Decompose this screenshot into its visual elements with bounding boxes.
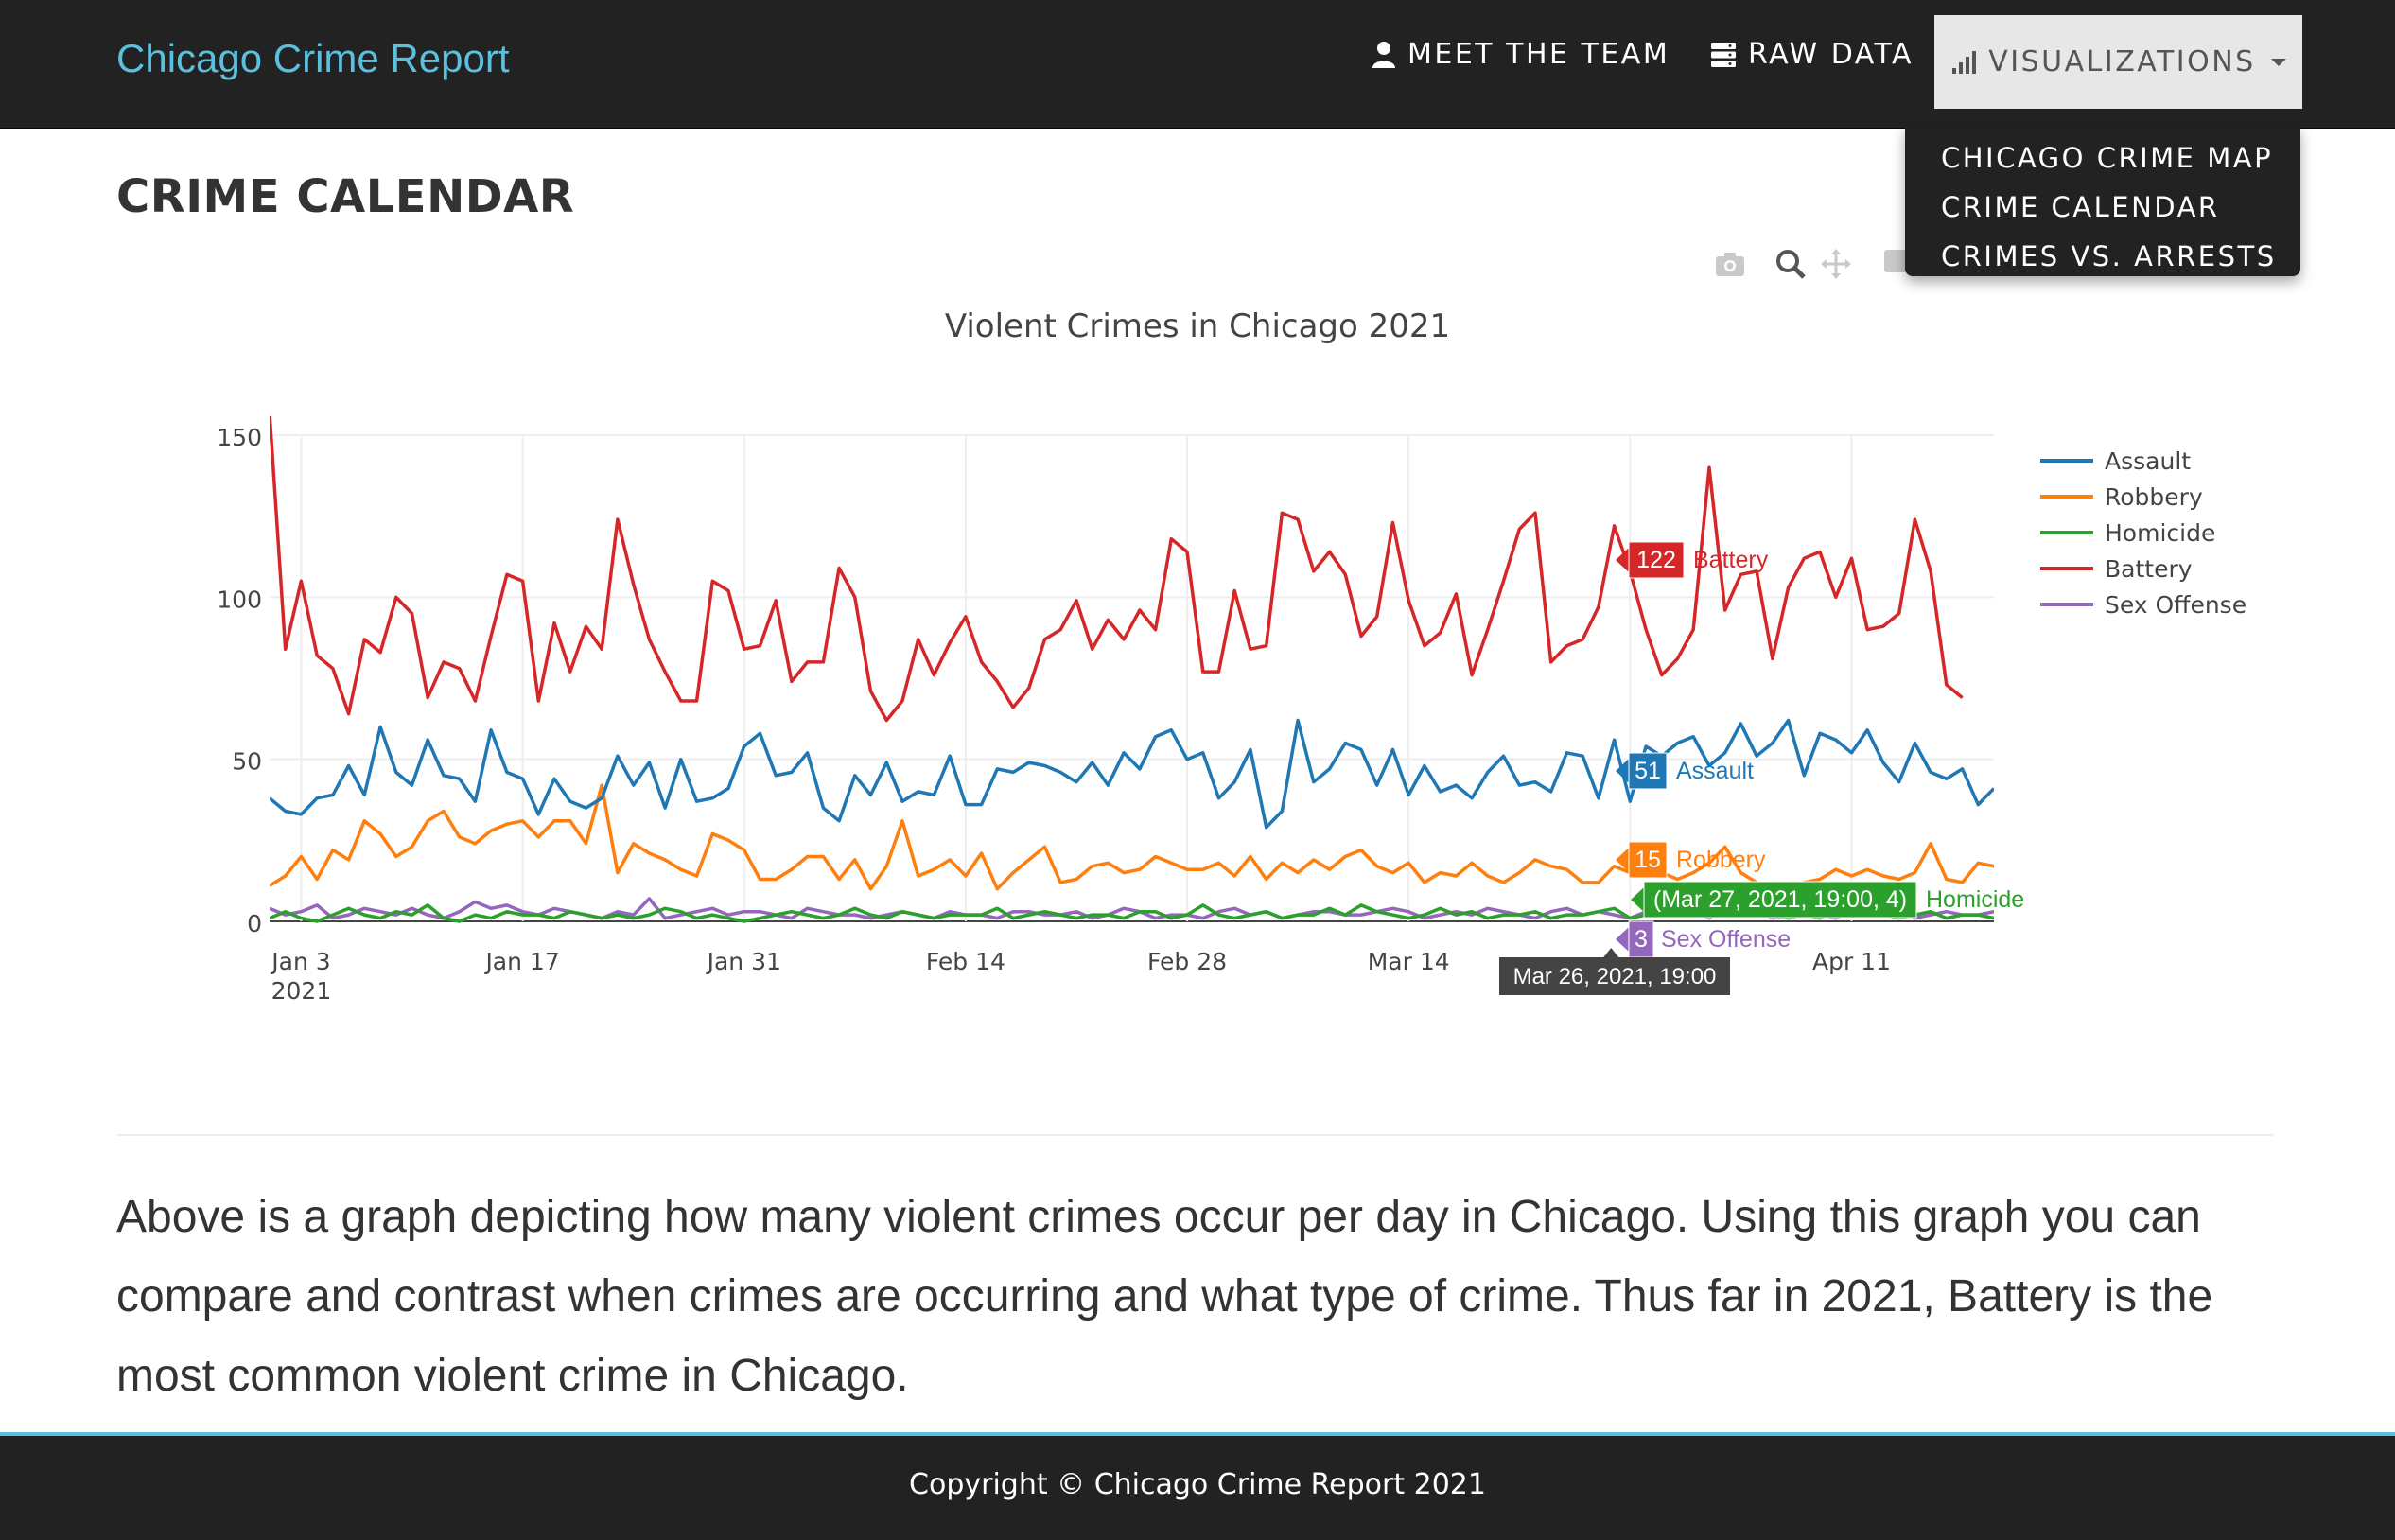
caret-down-icon [2270, 58, 2286, 66]
nav-meet-the-team[interactable]: MEET THE TEAM [1372, 0, 1670, 109]
x-tick-label: Feb 14 [926, 948, 1005, 975]
nav-visualizations-dropdown[interactable]: VISUALIZATIONS [1934, 15, 2302, 109]
pan-icon[interactable] [1820, 248, 1852, 285]
hover-value: 15 [1635, 847, 1661, 873]
chart-title: Violent Crimes in Chicago 2021 [944, 307, 1451, 345]
brand-link[interactable]: Chicago Crime Report [116, 36, 510, 80]
page-title: CRIME CALENDAR [116, 170, 575, 223]
nav-visualizations-label: VISUALIZATIONS [1988, 45, 2256, 79]
hover-pointer [1616, 927, 1629, 952]
hover-value: 51 [1635, 758, 1661, 784]
hover-series-name: Robbery [1676, 847, 1766, 873]
dropdown-item-crime-calendar[interactable]: CRIME CALENDAR [1941, 191, 2220, 223]
legend-entry: Sex Offense [2105, 591, 2246, 619]
hover-box [1628, 752, 1668, 790]
hover-value: (Mar 27, 2021, 19:00, 4) [1653, 886, 1907, 913]
x-tick-label: Jan 3 [270, 948, 330, 975]
y-tick-label: 0 [247, 910, 262, 937]
page-description: Above is a graph depicting how many viol… [116, 1192, 2213, 1401]
hover-box [1628, 841, 1668, 879]
camera-icon[interactable] [1714, 248, 1746, 285]
nav-raw-data[interactable]: RAW DATA [1710, 0, 1914, 109]
y-tick-label: 100 [217, 586, 262, 613]
hover-series-name: Battery [1693, 547, 1769, 573]
navbar: Chicago Crime Report MEET THE TEAM RAW D… [0, 0, 2395, 129]
hover-value: 122 [1636, 547, 1676, 573]
legend-entry: Battery [2105, 555, 2193, 583]
legend-entry: Assault [2105, 447, 2191, 475]
hover-series-name: Sex Offense [1661, 926, 1791, 953]
hover-x-box [1499, 957, 1730, 995]
x-tick-label: Jan 17 [483, 948, 559, 975]
dropdown-item-crime-map[interactable]: CHICAGO CRIME MAP [1941, 142, 2274, 174]
hover-series-name: Homicide [1926, 886, 2024, 913]
hover-pointer [1616, 759, 1629, 783]
hover-box [1643, 881, 1917, 919]
hover-value: 3 [1635, 926, 1648, 953]
x-tick-sublabel: 2021 [271, 977, 332, 1005]
hover-x-pointer [1603, 948, 1619, 957]
x-tick-label: Jan 31 [706, 948, 781, 975]
legend-entry: Robbery [2105, 483, 2203, 511]
series-line-battery [270, 416, 1964, 723]
visualizations-dropdown-menu: CHICAGO CRIME MAP CRIME CALENDAR CRIMES … [1905, 127, 2300, 276]
section-divider [116, 1134, 2273, 1136]
legend-entry: Homicide [2105, 519, 2215, 547]
server-icon [1710, 42, 1737, 68]
hover-series-name: Assault [1676, 758, 1754, 784]
hover-x-label: Mar 26, 2021, 19:00 [1513, 964, 1717, 989]
y-tick-label: 150 [217, 424, 262, 451]
x-tick-label: Apr 11 [1812, 948, 1891, 975]
zoom-in-icon[interactable] [1882, 248, 1914, 285]
series-line-robbery [270, 783, 1994, 891]
nav-raw-data-label: RAW DATA [1748, 38, 1914, 71]
hover-pointer [1616, 848, 1629, 872]
x-tick-label: Mar 14 [1368, 948, 1450, 975]
series-line-assault [270, 718, 1994, 830]
hover-box [1628, 541, 1685, 579]
zoom-icon[interactable] [1774, 248, 1807, 285]
hover-pointer [1616, 548, 1629, 572]
user-icon [1372, 41, 1396, 69]
dropdown-item-crimes-vs-arrests[interactable]: CRIMES VS. ARRESTS [1941, 240, 2277, 272]
bar-chart-icon [1950, 49, 1977, 76]
footer-copyright: Copyright © Chicago Crime Report 2021 [909, 1468, 1486, 1501]
nav-meet-the-team-label: MEET THE TEAM [1407, 38, 1670, 71]
hover-pointer [1631, 887, 1644, 912]
x-tick-label: Feb 28 [1147, 948, 1227, 975]
y-tick-label: 50 [232, 748, 262, 776]
footer: Copyright © Chicago Crime Report 2021 [0, 1432, 2395, 1540]
